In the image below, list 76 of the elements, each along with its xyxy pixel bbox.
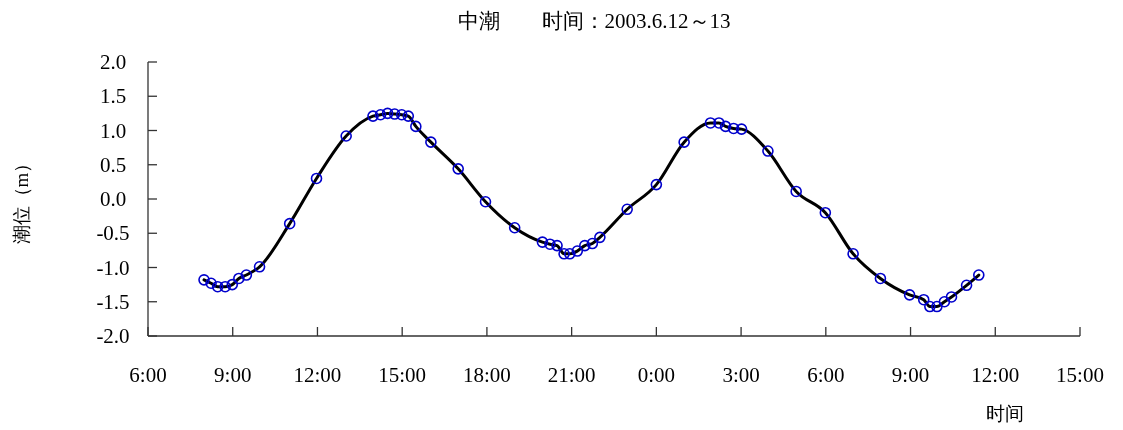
y-axis-title: 潮位（m） bbox=[11, 153, 32, 245]
x-tick-label: 6:00 bbox=[807, 363, 845, 387]
point bbox=[558, 248, 570, 260]
point bbox=[938, 295, 951, 308]
point bbox=[452, 163, 464, 175]
x-tick-label: 21:00 bbox=[547, 363, 596, 387]
point bbox=[240, 269, 253, 281]
y-tick-label: -1.5 bbox=[96, 289, 130, 314]
point bbox=[762, 145, 774, 157]
point bbox=[395, 108, 408, 121]
point bbox=[551, 239, 563, 252]
point bbox=[340, 130, 352, 142]
point bbox=[945, 291, 958, 303]
point bbox=[402, 110, 415, 122]
point bbox=[508, 221, 521, 234]
point bbox=[310, 172, 323, 185]
y-tick-label: 1.0 bbox=[99, 118, 127, 143]
chart-title: 中潮 时间：2003.6.12～13 bbox=[457, 9, 731, 33]
y-tick-label: -1.0 bbox=[96, 255, 130, 280]
point bbox=[819, 206, 832, 219]
point bbox=[388, 108, 401, 120]
point bbox=[211, 280, 224, 293]
point bbox=[719, 120, 732, 133]
point bbox=[563, 248, 576, 260]
point bbox=[253, 261, 266, 273]
point bbox=[790, 185, 802, 198]
point bbox=[374, 108, 387, 121]
x-tick-label: 18:00 bbox=[462, 363, 511, 387]
point bbox=[410, 120, 422, 133]
point bbox=[544, 238, 556, 251]
point bbox=[283, 217, 296, 230]
point bbox=[367, 110, 379, 122]
point bbox=[219, 280, 231, 293]
point bbox=[847, 248, 859, 260]
point bbox=[903, 289, 916, 301]
point bbox=[205, 277, 217, 290]
point bbox=[479, 195, 492, 208]
y-tick-label: -0.5 bbox=[96, 221, 130, 246]
y-tick-label: 0.0 bbox=[99, 187, 127, 211]
point bbox=[594, 231, 606, 244]
y-tick-label: 2.0 bbox=[99, 50, 127, 74]
point bbox=[713, 117, 725, 129]
x-tick-label: 3:00 bbox=[722, 363, 760, 387]
point bbox=[233, 272, 245, 285]
point bbox=[571, 245, 584, 257]
y-tick-label: 1.5 bbox=[99, 84, 127, 109]
point bbox=[960, 279, 973, 292]
point bbox=[735, 123, 748, 135]
x-axis-title: 时间 bbox=[986, 403, 1024, 424]
x-tick-label: 9:00 bbox=[214, 363, 252, 387]
point bbox=[650, 178, 663, 191]
point bbox=[425, 136, 437, 148]
x-tick-label: 12:00 bbox=[293, 363, 342, 387]
x-tick-label: 9:00 bbox=[891, 363, 930, 387]
x-tick-label: 15:00 bbox=[1056, 363, 1104, 387]
point bbox=[931, 300, 943, 313]
point bbox=[917, 293, 930, 306]
point bbox=[727, 122, 740, 135]
point bbox=[536, 236, 549, 248]
point bbox=[874, 272, 887, 285]
point bbox=[226, 278, 239, 291]
x-tick-label: 6:00 bbox=[129, 363, 167, 387]
point bbox=[381, 107, 394, 120]
point bbox=[586, 237, 599, 250]
y-tick-label: 0.5 bbox=[99, 152, 127, 177]
y-tick-label: -2.0 bbox=[96, 324, 130, 348]
point bbox=[678, 136, 690, 148]
x-tick-label: 12:00 bbox=[971, 363, 1020, 387]
point bbox=[973, 269, 985, 281]
point bbox=[621, 203, 633, 216]
point bbox=[704, 117, 717, 129]
point bbox=[924, 300, 936, 313]
x-tick-label: 15:00 bbox=[378, 363, 427, 387]
x-tick-label: 0:00 bbox=[637, 363, 676, 387]
point bbox=[579, 239, 591, 252]
point bbox=[198, 274, 210, 286]
